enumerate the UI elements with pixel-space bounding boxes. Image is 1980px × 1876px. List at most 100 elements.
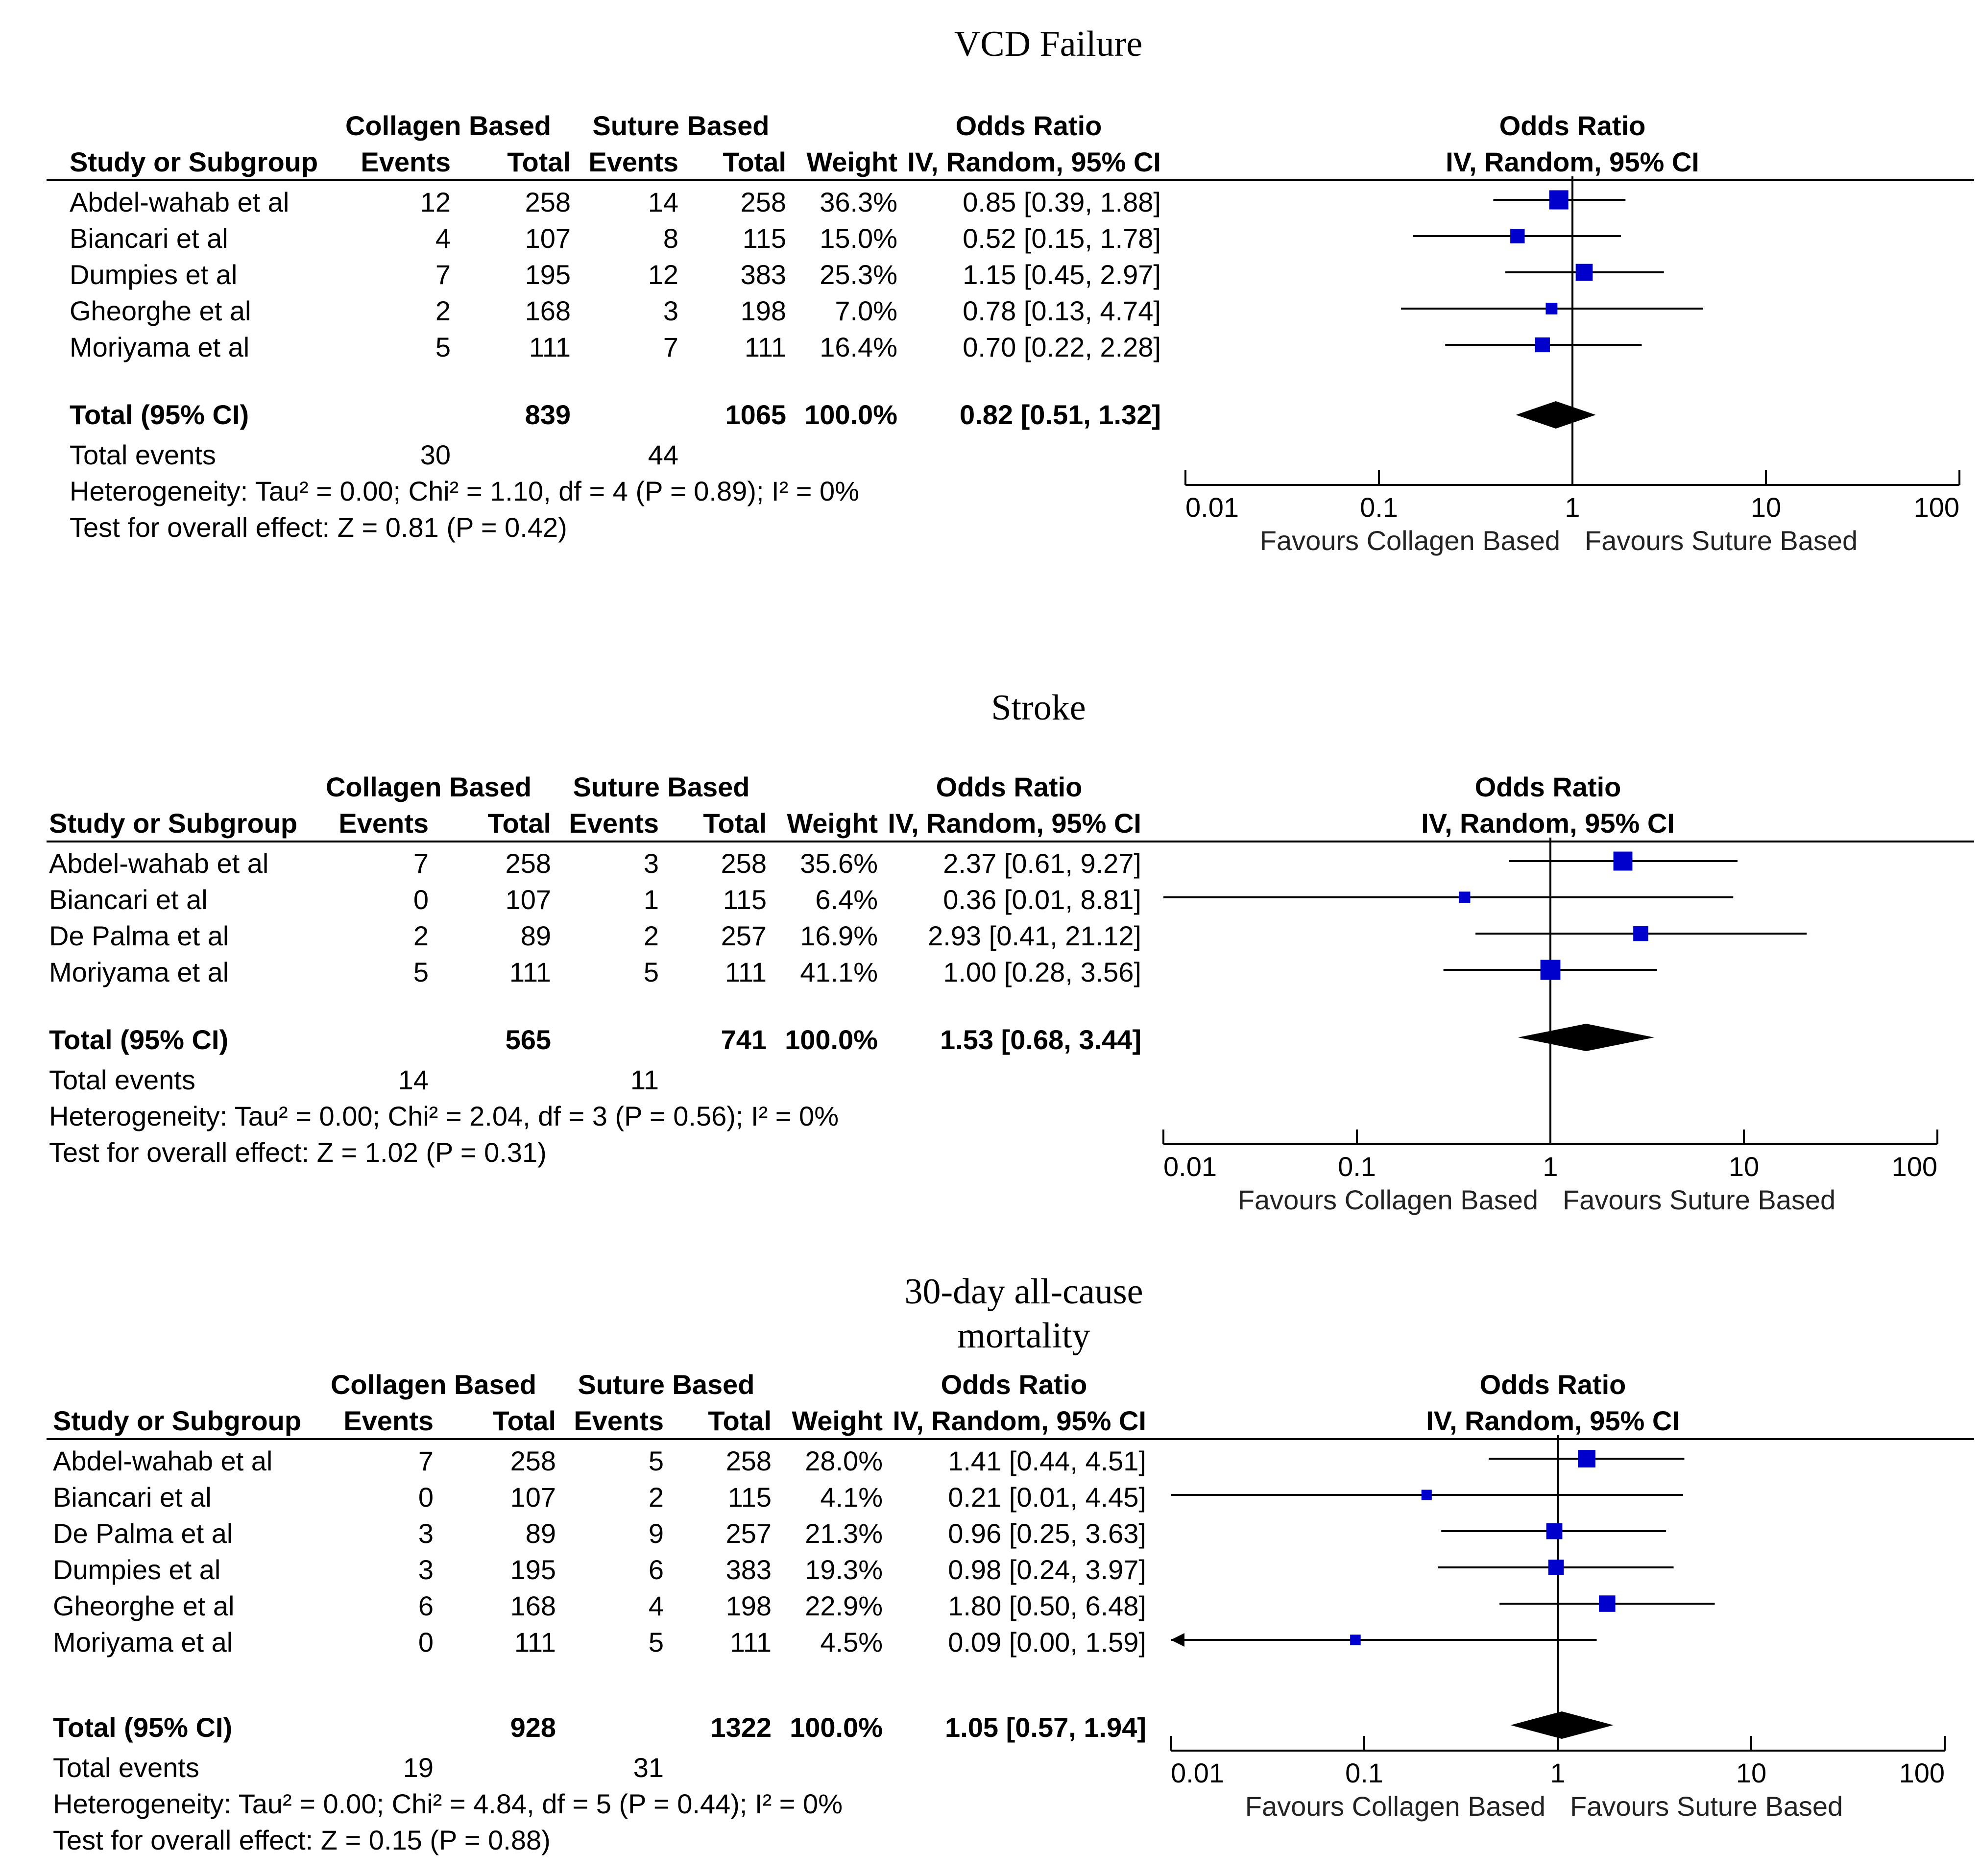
study-point bbox=[1575, 264, 1593, 281]
total-events-e1: 30 bbox=[420, 439, 451, 470]
total-group1: 195 bbox=[510, 1554, 556, 1585]
events-group1: 5 bbox=[435, 332, 451, 362]
events-group2: 7 bbox=[663, 332, 678, 362]
pooled-diamond bbox=[1510, 1711, 1614, 1739]
header-total1: Total bbox=[507, 146, 571, 177]
total-events-e2: 44 bbox=[648, 439, 678, 470]
study-name: Moriyama et al bbox=[53, 1627, 233, 1658]
study-or-ci: 0.09 [0.00, 1.59] bbox=[948, 1627, 1146, 1658]
total-group1: 168 bbox=[510, 1590, 556, 1621]
total-group1: 107 bbox=[505, 884, 551, 915]
study-name: Gheorghe et al bbox=[70, 295, 251, 326]
heterogeneity: Heterogeneity: Tau² = 0.00; Chi² = 2.04,… bbox=[49, 1101, 839, 1131]
panel-title: Stroke bbox=[991, 688, 1086, 728]
study-name: De Palma et al bbox=[49, 920, 229, 951]
x-tick-label: 10 bbox=[1736, 1757, 1766, 1788]
study-or-ci: 0.70 [0.22, 2.28] bbox=[963, 332, 1161, 362]
total-group2: 115 bbox=[742, 223, 786, 254]
events-group1: 0 bbox=[413, 884, 429, 915]
total-t2: 1065 bbox=[725, 399, 786, 430]
total-group2: 258 bbox=[721, 848, 767, 879]
events-group2: 8 bbox=[663, 223, 678, 254]
study-or-ci: 0.98 [0.24, 3.97] bbox=[948, 1554, 1146, 1585]
events-group2: 1 bbox=[643, 884, 659, 915]
events-group1: 0 bbox=[418, 1627, 434, 1658]
pooled-diamond bbox=[1518, 1024, 1654, 1051]
total-t1: 839 bbox=[525, 399, 571, 430]
total-weight: 100.0% bbox=[804, 399, 897, 430]
study-name: Biancari et al bbox=[53, 1482, 212, 1513]
total-label: Total (95% CI) bbox=[49, 1024, 229, 1055]
events-group1: 6 bbox=[418, 1590, 434, 1621]
total-label: Total (95% CI) bbox=[53, 1712, 233, 1743]
total-group2: 111 bbox=[744, 332, 786, 362]
header-total1: Total bbox=[492, 1405, 556, 1436]
events-group2: 4 bbox=[648, 1590, 664, 1621]
study-or-ci: 0.85 [0.39, 1.88] bbox=[963, 187, 1161, 217]
study-or-ci: 1.15 [0.45, 2.97] bbox=[963, 259, 1161, 290]
events-group1: 3 bbox=[418, 1554, 434, 1585]
study-name: Biancari et al bbox=[70, 223, 228, 254]
header-rule bbox=[47, 179, 1974, 181]
header-group2: Suture Based bbox=[578, 1369, 755, 1400]
study-name: Abdel-wahab et al bbox=[53, 1445, 273, 1476]
forest-panel-stroke: Stroke Collagen Based Suture Based Odds … bbox=[0, 666, 1980, 1225]
total-events-label: Total events bbox=[70, 439, 216, 470]
total-t1: 565 bbox=[505, 1024, 551, 1055]
x-tick-label: 10 bbox=[1729, 1151, 1759, 1182]
total-t1: 928 bbox=[510, 1712, 556, 1743]
study-point bbox=[1540, 960, 1561, 980]
forest-panel-vcd-failure: VCD Failure Collagen Based Suture Based … bbox=[0, 0, 1980, 602]
total-group1: 107 bbox=[510, 1482, 556, 1513]
header-events1: Events bbox=[361, 146, 451, 177]
events-group1: 5 bbox=[413, 957, 429, 987]
study-weight: 7.0% bbox=[835, 295, 897, 326]
panel-title-line1: 30-day all-cause bbox=[904, 1272, 1143, 1312]
events-group2: 5 bbox=[648, 1627, 664, 1658]
header-events2: Events bbox=[574, 1405, 664, 1436]
x-tick-label: 100 bbox=[1899, 1757, 1945, 1788]
total-ci: 0.82 [0.51, 1.32] bbox=[960, 399, 1161, 430]
total-group2: 111 bbox=[724, 957, 767, 987]
study-or-ci: 0.52 [0.15, 1.78] bbox=[963, 223, 1161, 254]
total-label: Total (95% CI) bbox=[70, 399, 249, 430]
study-name: Dumpies et al bbox=[53, 1554, 221, 1585]
study-point bbox=[1548, 1560, 1564, 1575]
total-group2: 115 bbox=[727, 1482, 772, 1513]
overall-effect: Test for overall effect: Z = 0.81 (P = 0… bbox=[70, 512, 567, 543]
ci-arrow bbox=[1171, 1633, 1184, 1647]
study-point bbox=[1549, 190, 1569, 210]
total-group1: 258 bbox=[510, 1445, 556, 1476]
total-ci: 1.53 [0.68, 3.44] bbox=[940, 1024, 1141, 1055]
events-group2: 5 bbox=[648, 1445, 664, 1476]
total-group2: 111 bbox=[729, 1627, 772, 1658]
x-tick-label: 0.01 bbox=[1185, 492, 1239, 523]
header-total2: Total bbox=[723, 146, 786, 177]
header-stat-method: IV, Random, 95% CI bbox=[888, 808, 1141, 839]
study-or-ci: 1.41 [0.44, 4.51] bbox=[948, 1445, 1146, 1476]
study-weight: 36.3% bbox=[820, 187, 897, 217]
heterogeneity: Heterogeneity: Tau² = 0.00; Chi² = 1.10,… bbox=[70, 476, 859, 506]
total-group2: 115 bbox=[723, 884, 767, 915]
total-group2: 258 bbox=[725, 1445, 772, 1476]
total-group2: 198 bbox=[740, 295, 786, 326]
total-events-label: Total events bbox=[49, 1064, 195, 1095]
total-group1: 111 bbox=[514, 1627, 556, 1658]
header-stat-method: IV, Random, 95% CI bbox=[893, 1405, 1146, 1436]
total-group1: 195 bbox=[525, 259, 571, 290]
study-name: Biancari et al bbox=[49, 884, 208, 915]
study-point bbox=[1546, 1523, 1563, 1539]
total-group2: 198 bbox=[725, 1590, 772, 1621]
study-weight: 6.4% bbox=[815, 884, 878, 915]
x-tick-label: 1 bbox=[1550, 1757, 1565, 1788]
events-group2: 5 bbox=[643, 957, 659, 987]
total-group2: 383 bbox=[740, 259, 786, 290]
header-stat-top: Odds Ratio bbox=[955, 110, 1102, 141]
study-point bbox=[1421, 1490, 1432, 1500]
header-plot-stat-method: IV, Random, 95% CI bbox=[1421, 808, 1675, 839]
favours-left-label: Favours Collagen Based bbox=[1260, 525, 1560, 556]
header-weight: Weight bbox=[806, 146, 897, 177]
header-weight: Weight bbox=[787, 808, 878, 839]
header-group1: Collagen Based bbox=[345, 110, 552, 141]
x-tick-label: 0.1 bbox=[1345, 1757, 1383, 1788]
